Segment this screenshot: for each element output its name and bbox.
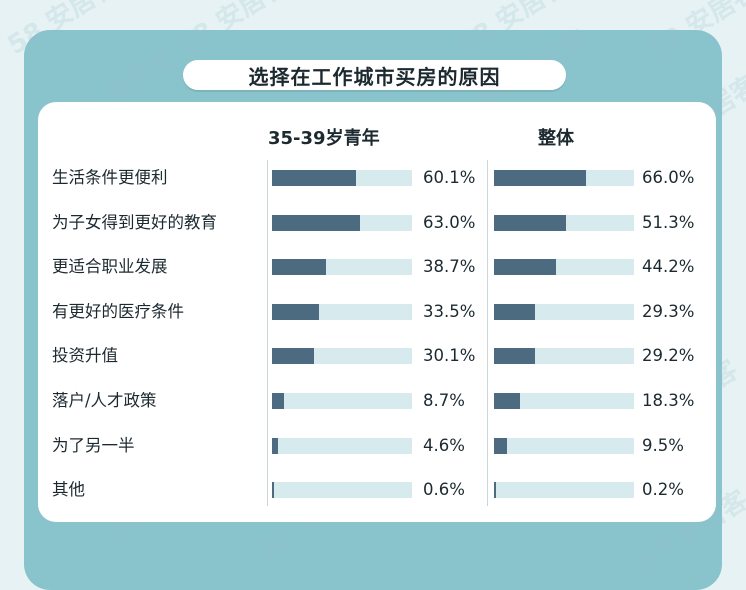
data-label: 9.5% (642, 435, 684, 455)
data-label: 33.5% (423, 301, 476, 321)
bar-track (272, 303, 412, 320)
data-label: 60.1% (423, 168, 476, 187)
bar (272, 170, 357, 186)
bar-track (494, 214, 634, 231)
bar-track (494, 259, 634, 276)
data-label: 29.2% (642, 346, 695, 366)
bar-track (272, 170, 412, 186)
bar-track (494, 303, 634, 320)
data-label: 51.3% (642, 212, 695, 232)
data-label: 0.2% (642, 480, 684, 500)
bar (494, 303, 536, 320)
data-label: 8.7% (423, 391, 465, 410)
bar (272, 437, 279, 454)
bar-track (494, 437, 634, 454)
category-label: 落户/人才政策 (52, 391, 157, 410)
category-label: 其他 (52, 480, 85, 500)
data-label: 18.3% (642, 391, 695, 410)
category-label: 更适合职业发展 (52, 257, 168, 277)
bar (494, 482, 496, 499)
data-label: 0.6% (423, 480, 465, 500)
category-label: 为了另一半 (52, 435, 135, 455)
bar (494, 393, 520, 409)
bar (494, 437, 508, 454)
bar (272, 393, 285, 409)
bar (494, 170, 587, 186)
category-label: 为子女得到更好的教育 (52, 212, 217, 232)
bar-track (272, 437, 412, 454)
bar-track (494, 348, 634, 365)
bar-track (272, 259, 412, 276)
data-label: 38.7% (423, 257, 476, 277)
column-divider (487, 160, 488, 506)
data-label: 30.1% (423, 346, 476, 366)
bar-track (272, 348, 412, 365)
category-label: 投资升值 (52, 346, 118, 366)
category-label: 有更好的医疗条件 (52, 301, 184, 321)
column-divider (267, 160, 268, 506)
bar-track (272, 393, 412, 409)
series-header-overall: 整体 (538, 128, 574, 149)
bar (494, 348, 535, 365)
bar-track (494, 482, 634, 499)
bar-track (494, 170, 634, 186)
bar-track (494, 393, 634, 409)
bar (272, 348, 315, 365)
bar (494, 214, 566, 231)
bar (494, 259, 556, 276)
data-label: 29.3% (642, 301, 695, 321)
data-label: 63.0% (423, 212, 476, 232)
bar-track (272, 214, 412, 231)
bar (272, 303, 319, 320)
data-label: 66.0% (642, 168, 695, 187)
bar (272, 259, 327, 276)
data-label: 4.6% (423, 435, 465, 455)
bar-track (272, 482, 412, 499)
chart-title: 选择在工作城市买房的原因 (183, 60, 566, 90)
category-label: 生活条件更便利 (52, 168, 168, 187)
data-label: 44.2% (642, 257, 695, 277)
bar (272, 214, 361, 231)
series-header-young: 35-39岁青年 (268, 128, 380, 149)
bar (272, 482, 274, 499)
